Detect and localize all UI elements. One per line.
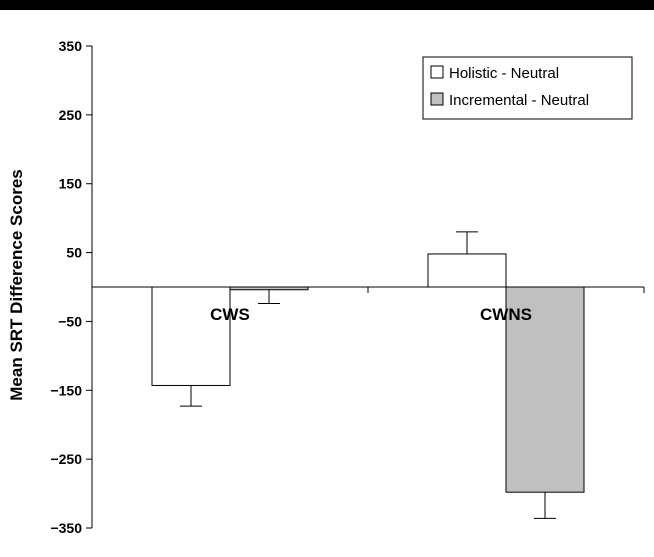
bar xyxy=(229,286,309,291)
y-tick-label: 250 xyxy=(59,107,83,123)
legend-swatch xyxy=(430,65,444,79)
legend-entry: Holistic - Neutral xyxy=(449,65,559,82)
y-tick-label: −350 xyxy=(50,520,82,536)
y-tick-label: −250 xyxy=(50,451,82,467)
y-axis-label: Mean SRT Difference Scores xyxy=(7,169,26,400)
y-tick-label: −150 xyxy=(50,382,82,398)
legend-box xyxy=(422,56,633,120)
category-labels: CWS CWNS xyxy=(210,305,532,324)
bar xyxy=(151,286,231,386)
y-tick-label: 350 xyxy=(59,38,83,54)
category-label: CWNS xyxy=(480,305,532,324)
bar xyxy=(505,286,585,493)
category-label: CWS xyxy=(210,305,250,324)
legend-entry: Incremental - Neutral xyxy=(449,92,589,109)
top-rule xyxy=(0,0,654,10)
legend-swatch xyxy=(430,92,444,106)
y-tick-label: 50 xyxy=(66,245,82,261)
bar xyxy=(427,253,507,288)
bars xyxy=(151,231,585,519)
legend: Holistic - Neutral Incremental - Neutral xyxy=(422,56,633,120)
y-tick-label: 150 xyxy=(59,176,83,192)
y-tick-label: −50 xyxy=(58,313,82,329)
